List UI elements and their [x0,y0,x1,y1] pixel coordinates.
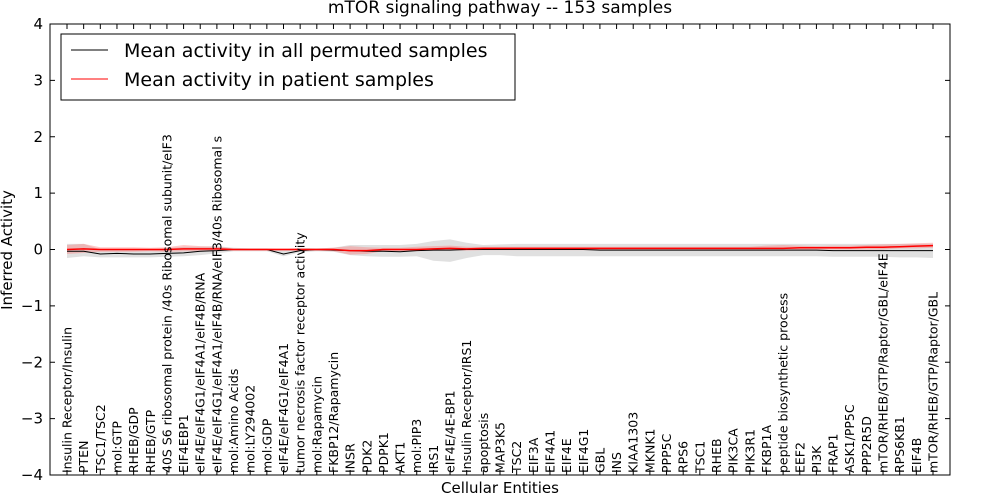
x-tick-label: IRS1 [426,445,441,473]
x-tick-label: FKBP1A [759,425,774,473]
y-tick-label: 4 [33,15,43,33]
x-tick-label: eIF4E/eIF4G1/eIF4A1/eIF4B/RNA/eIF3/40s R… [209,136,224,473]
x-tick-label: TSC1/TSC2 [93,404,108,474]
x-tick-label: PDPK1 [376,432,391,473]
x-tick-label: EIF4B [909,438,924,473]
x-tick-label: PTEN [76,441,91,473]
series-lines [66,244,934,255]
x-tick-label: RPS6KB1 [892,416,907,473]
x-tick-labels: Insulin Receptor/Insulin PTEN TSC1/TSC2 mol… [60,24,941,475]
x-tick-label: RPS6 [676,441,691,473]
x-tick-label: mol:PIP3 [409,419,424,473]
x-tick-label: Insulin Receptor/IRS1 [459,340,474,473]
y-tick-label: 0 [33,241,43,259]
x-tick-label: eIF4E/eIF4G1/eIF4A1/eIF4B/RNA [193,272,208,473]
x-tick-label: EIF4EBP1 [176,414,191,473]
x-tick-label: mol:Amino Acids [226,369,241,473]
x-tick-label: PIK3R1 [742,429,757,473]
x-tick-label: AKT1 [393,442,408,473]
x-tick-label: PI3K [809,445,824,473]
x-tick-label: apoptosis [476,413,491,473]
x-tick-label: EIF4A1 [543,430,558,473]
y-tick-label: −2 [21,353,43,371]
x-tick-label: INSR [343,443,358,473]
x-tick-label: FRAP1 [826,434,841,473]
legend-label-permuted: Mean activity in all permuted samples [124,40,487,62]
legend: Mean activity in all permuted samples Me… [60,33,516,101]
x-axis-label: Cellular Entities [441,479,559,497]
x-tick-label: mol:Rapamycin [309,376,324,473]
x-tick-label: eIF4E/eIF4G1/eIF4A1 [276,343,291,473]
x-tick-label: PIK3CA [726,428,741,473]
x-tick-label: tumor necrosis factor receptor activity [293,232,308,473]
x-tick-label: EIF4E [559,438,574,473]
y-tick-label: 2 [33,128,43,146]
x-tick-label: mol:GTP [110,421,125,473]
x-tick-label: mol:GDP [259,418,274,473]
series-line-permuted [67,248,933,255]
x-tick-label: EIF4G1 [576,429,591,473]
y-tick-label: −1 [21,297,43,315]
y-tick-label: −3 [21,410,43,428]
y-tick-label: 1 [33,184,43,202]
series-line-patient [66,244,934,252]
band-permuted [67,239,933,262]
x-tick-label: EEF2 [792,442,807,473]
x-tick-label: KIAA1303 [626,412,641,473]
legend-label-patient: Mean activity in patient samples [124,69,434,91]
x-tick-label: TSC1 [692,441,707,474]
x-tick-label: ASK1/PP5C [842,404,857,473]
x-tick-label: RHEB/GDP [126,407,141,473]
y-tick-label: 3 [33,71,43,89]
x-tick-label: EIF3A [526,437,541,473]
x-tick-label: mTOR/RHEB/GTP/Raptor/GBL/eIF4E [876,253,891,473]
x-tick-label: mol:LY294002 [243,385,258,473]
legend-box [60,33,516,101]
y-tick-label: −4 [21,466,43,484]
x-tick-label: FKBP12/Rapamycin [326,352,341,473]
x-tick-label: RHEB [709,438,724,473]
x-tick-label: mTOR/RHEB/GTP/Raptor/GBL [926,292,941,473]
x-tick-label: INS [609,452,624,473]
x-tick-label: 40S S6 ribosomal protein /40s Ribosomal … [159,134,174,473]
x-tick-label: RHEB/GTP [143,409,158,473]
chart-title: mTOR signaling pathway -- 153 samples [328,0,672,18]
x-tick-label: TSC2 [509,441,524,474]
y-axis-ticks: −4 −3 −2 −1 0 1 2 3 4 [21,15,950,484]
x-tick-label: PPP5C [659,433,674,473]
x-tick-label: MKNK1 [642,429,657,473]
x-tick-label: GBL [592,448,607,473]
y-axis-label: Inferred Activity [0,190,16,310]
x-tick-label: PPP2R5D [859,416,874,473]
x-tick-label: eIF4E/4E-BP1 [443,390,458,473]
x-tick-label: MAP3K5 [493,422,508,473]
x-tick-label: PDK2 [359,440,374,473]
x-tick-label: peptide biosynthetic process [776,293,791,473]
x-tick-label: Insulin Receptor/Insulin [60,327,75,473]
